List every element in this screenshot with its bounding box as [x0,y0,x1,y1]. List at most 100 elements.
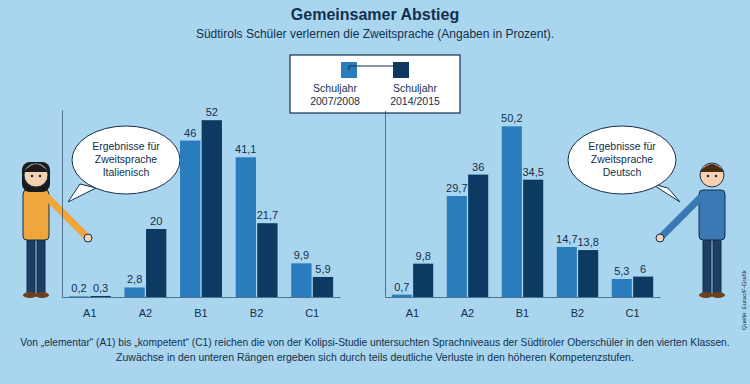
x-tick: C1 [625,297,639,319]
bar [413,264,433,297]
bar [633,277,653,297]
series [392,126,632,297]
x-tick: A1 [83,297,96,319]
caption: Zuwächse in den unteren Rängen ergeben s… [116,351,634,363]
bar [291,263,311,297]
bars [69,120,333,297]
legend-label: Schuljahr2014/2015 [390,82,440,107]
data-label: 2,8 [127,273,142,285]
legend-bracket [349,66,401,70]
bar [180,141,200,297]
speech-bubble: Ergebnisse fürZweitspracheDeutsch [568,126,680,202]
y-axis-line [62,111,63,298]
legend-box [290,55,460,113]
data-labels: 0,22,84641,19,90,3205221,75,9 [71,106,330,294]
bubble [72,126,180,194]
figure [656,163,725,298]
data-label: 14,7 [556,233,577,245]
x-axis: A1 A2 B1 B2 C1 [386,297,661,319]
legend-label: Schuljahr2007/2008 [310,82,360,107]
data-label: 52 [206,106,218,118]
series [90,120,333,297]
speech-bubble: Ergebnisse fürZweitspracheItalienisch [68,126,180,202]
figure-shoe [35,292,49,298]
figure-hand [656,234,664,242]
x-tick-label: C1 [625,307,639,319]
data-label: 29,7 [446,182,467,194]
x-tick: B1 [516,297,529,319]
bar [202,120,222,297]
bar [69,296,89,297]
x-tick-label: B2 [571,307,584,319]
series [413,175,653,297]
figure-eye [39,175,42,178]
bar [447,196,467,297]
figure-leg [703,235,711,293]
figure-shoe [711,292,725,298]
figure-hand [84,234,92,242]
bar [90,296,110,297]
bar [236,157,256,297]
bar [557,247,577,297]
data-label: 36 [472,161,484,173]
bar [612,279,632,297]
data-label: 0,3 [93,282,108,294]
figure-eye [715,175,718,178]
x-tick: A1 [406,297,419,319]
data-label: 34,5 [522,166,543,178]
y-axis [62,111,63,298]
title: Gemeinsamer Abstieg [291,6,459,23]
figure-arm [48,198,88,238]
x-tick: A2 [139,297,152,319]
annotation-line: Ergebnisse für [92,140,160,152]
background [0,0,750,384]
x-tick-label: A2 [461,307,474,319]
y-axis [385,111,386,298]
data-label: 13,8 [577,236,598,248]
data-label: 0,2 [71,282,86,294]
x-axis: A1 A2 B1 B2 C1 [63,297,341,319]
data-label: 46 [184,127,196,139]
x-tick: A2 [461,297,474,319]
figure-hair [22,162,50,192]
figure-shoe [23,292,37,298]
data-label: 21,7 [257,209,278,221]
figure-head [24,163,48,187]
bar [502,126,522,297]
figure-leg [713,235,721,293]
x-tick-label: A1 [83,307,96,319]
bars [392,126,653,297]
x-tick: C1 [305,297,319,319]
bar [146,229,166,297]
x-axis-line [63,297,341,298]
figure [22,162,92,298]
annotation: Ergebnisse fürZweitspracheItalienisch [92,140,160,178]
annotation-line: Ergebnisse für [588,140,656,152]
source: Quelle: Eurac/F-Grafik [741,269,747,330]
annotation-line: Italienisch [103,166,150,178]
x-tick-label: B1 [194,307,207,319]
figure-hair [24,164,48,172]
x-tick: B1 [194,297,207,319]
annotation-line: Zweitsprache [591,153,654,165]
x-tick-label: A2 [139,307,152,319]
data-label: 6 [640,263,646,275]
data-label: 5,9 [315,263,330,275]
legend: Schuljahr2007/2008 Schuljahr2014/2015 [290,55,460,113]
bar [468,175,488,297]
data-label: 9,9 [294,249,309,261]
figure-shoe [699,292,713,298]
series [69,141,312,297]
x-tick: B2 [250,297,263,319]
annotation-line: Zweitsprache [95,153,158,165]
data-label: 20 [150,215,162,227]
figure-eye [707,175,710,178]
figure-hair [700,164,724,172]
figure-head [700,163,724,187]
x-tick-label: C1 [305,307,319,319]
caption: Von „elementar“ (A1) bis „kompetent“ (C1… [20,337,729,348]
x-tick-label: B2 [250,307,263,319]
subtitle: Südtirols Schüler verlernen die Zweitspr… [196,27,554,41]
bar [313,277,333,297]
x-tick-label: B1 [516,307,529,319]
